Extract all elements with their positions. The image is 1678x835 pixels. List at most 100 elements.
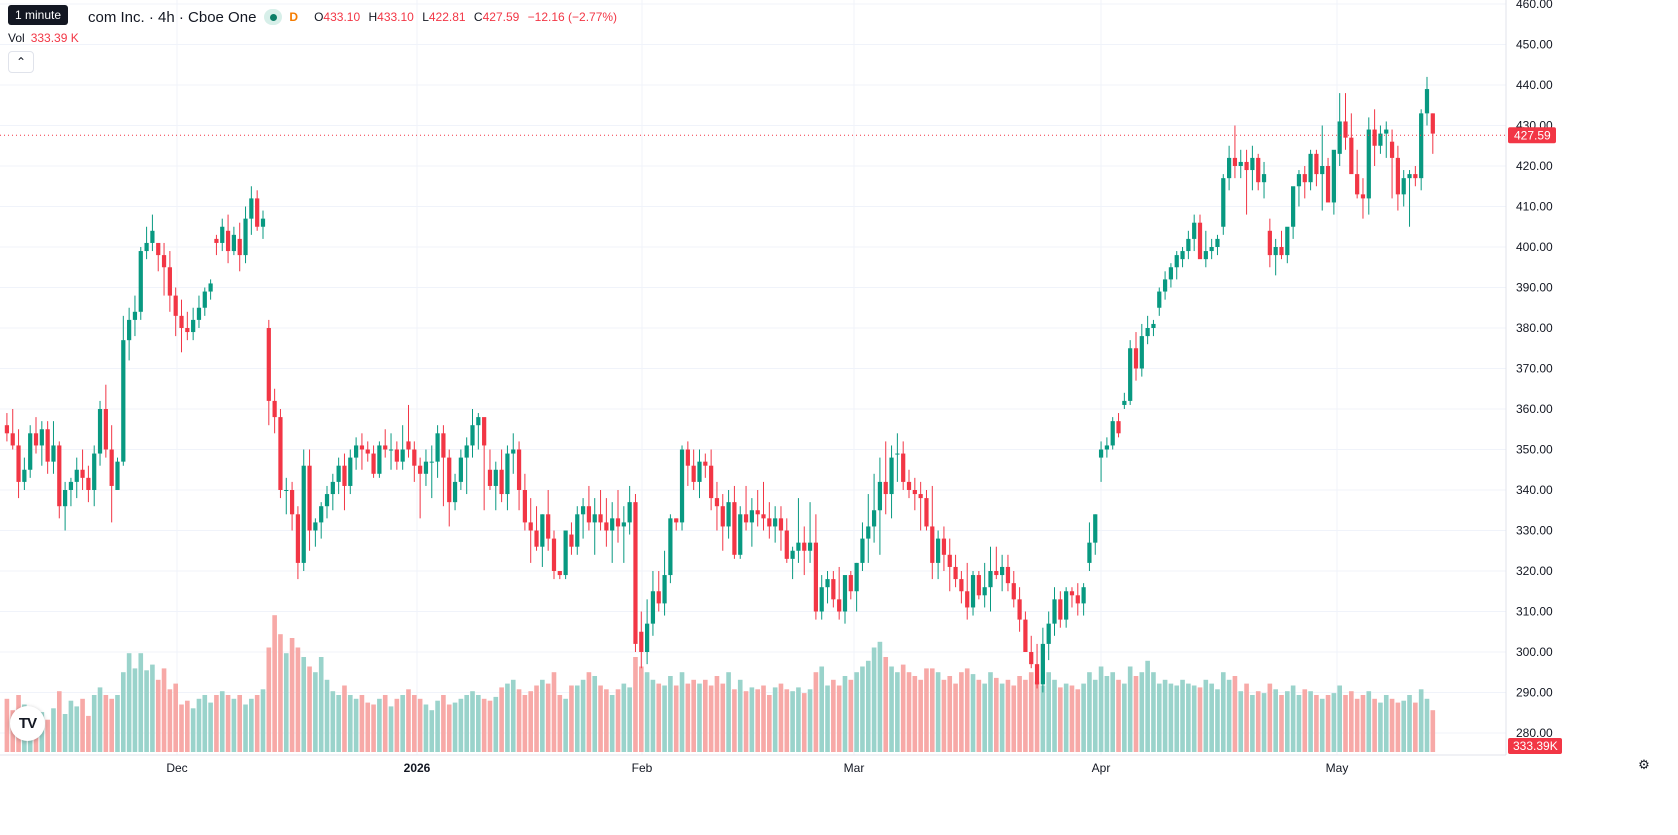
volume-bar [505,683,510,752]
volume-bar [91,695,97,752]
candle-body [1081,587,1086,604]
candle-body [173,295,178,316]
volume-bar [941,679,947,752]
candle-body [10,433,15,446]
volume-bar [999,683,1005,752]
candle-body [452,481,458,503]
volume-bar [994,677,999,752]
price-axis[interactable]: 460.00450.00440.00430.00420.00410.00400.… [1516,0,1553,740]
volume-bar [1418,689,1424,752]
volume-bar [638,666,644,752]
price-tick-label: 300.00 [1516,645,1553,659]
candle-body [28,433,33,470]
candle-body [377,445,382,474]
candle-body [586,506,592,523]
candle-body [778,518,784,531]
volume-bar [1267,683,1273,752]
open-label: O [314,10,324,24]
volume-bar [1017,676,1022,752]
price-tick-label: 340.00 [1516,483,1553,497]
candle-body [1285,226,1290,256]
volume-bar [924,668,929,752]
candle-body [540,514,545,547]
candle-body [1366,129,1371,199]
volume-bar [767,695,772,752]
candle-body [1314,153,1319,175]
volume-bar [324,679,330,752]
candle-body [435,433,440,462]
time-axis[interactable]: Dec 2026 Feb Mar Apr May [166,761,1348,775]
volume-bar [1011,685,1017,752]
volume-bar [56,691,62,752]
volume-bar [132,668,138,752]
candle-body [1040,643,1045,685]
candle-body [679,449,685,523]
candle-body [1308,153,1313,183]
candle-body [842,575,848,612]
candle-body [249,198,254,219]
candle-body [92,453,97,490]
candle-body [598,514,603,523]
volume-bar [650,679,656,752]
candle-body [825,579,830,588]
volume-bar [1255,691,1261,752]
time-tick-label: Feb [632,761,653,775]
volume-bar [964,668,970,752]
candle-body [592,514,597,523]
price-tick-label: 380.00 [1516,321,1553,335]
candle-body [359,445,365,450]
volume-bar [202,695,208,752]
candle-body [918,494,923,499]
volume-bar [732,689,737,752]
volume-bar [749,687,755,752]
volume-bar [1430,710,1436,752]
candle-body [1075,595,1080,604]
candle-body [161,255,167,268]
change-value: −12.16 (−2.77%) [527,10,618,24]
symbol-title[interactable]: com Inc. · 4h · Cboe One [88,8,257,26]
price-tick-label: 360.00 [1516,402,1553,416]
candle-body [57,445,62,507]
candle-body [982,587,987,596]
volume-bar [412,695,417,752]
candle-body [1157,291,1162,308]
volume-bar [1279,695,1284,752]
collapse-legend-button[interactable]: ⌃ [8,51,34,73]
volume-bar [260,689,266,752]
volume-bar [819,666,825,752]
volume-bar [1116,679,1121,752]
volume-bar [1180,679,1185,752]
volume-bar [947,676,953,752]
candle-body [924,498,929,527]
volume-bar [266,647,272,752]
candle-body [383,445,388,450]
candle-body [1302,174,1307,183]
candle-body [156,242,161,256]
volume-bar [429,710,435,752]
candle-body [720,506,725,527]
volume-bars [4,615,1436,752]
volume-bar [778,683,784,752]
candle-body [68,481,74,490]
volume-bar [115,695,120,752]
low-label: L [422,10,429,24]
volume-bar [545,683,551,752]
candle-body [813,542,818,612]
candle-body [889,457,894,495]
candle-body [807,542,813,551]
candle-body [470,425,475,446]
volume-bar [714,676,720,752]
candle-body [685,449,690,466]
candle-body [63,490,68,507]
candle-body [1034,664,1040,685]
volume-bar [633,657,638,752]
volume-bar [1360,695,1366,752]
volume-bar [540,679,545,752]
volume-bar [755,689,760,752]
candle-body [580,506,586,515]
tradingview-logo-icon[interactable]: TV [10,706,45,741]
gear-icon[interactable]: ⚙ [1638,757,1650,772]
market-status[interactable]: D [264,9,298,25]
volume-bar [51,708,56,752]
